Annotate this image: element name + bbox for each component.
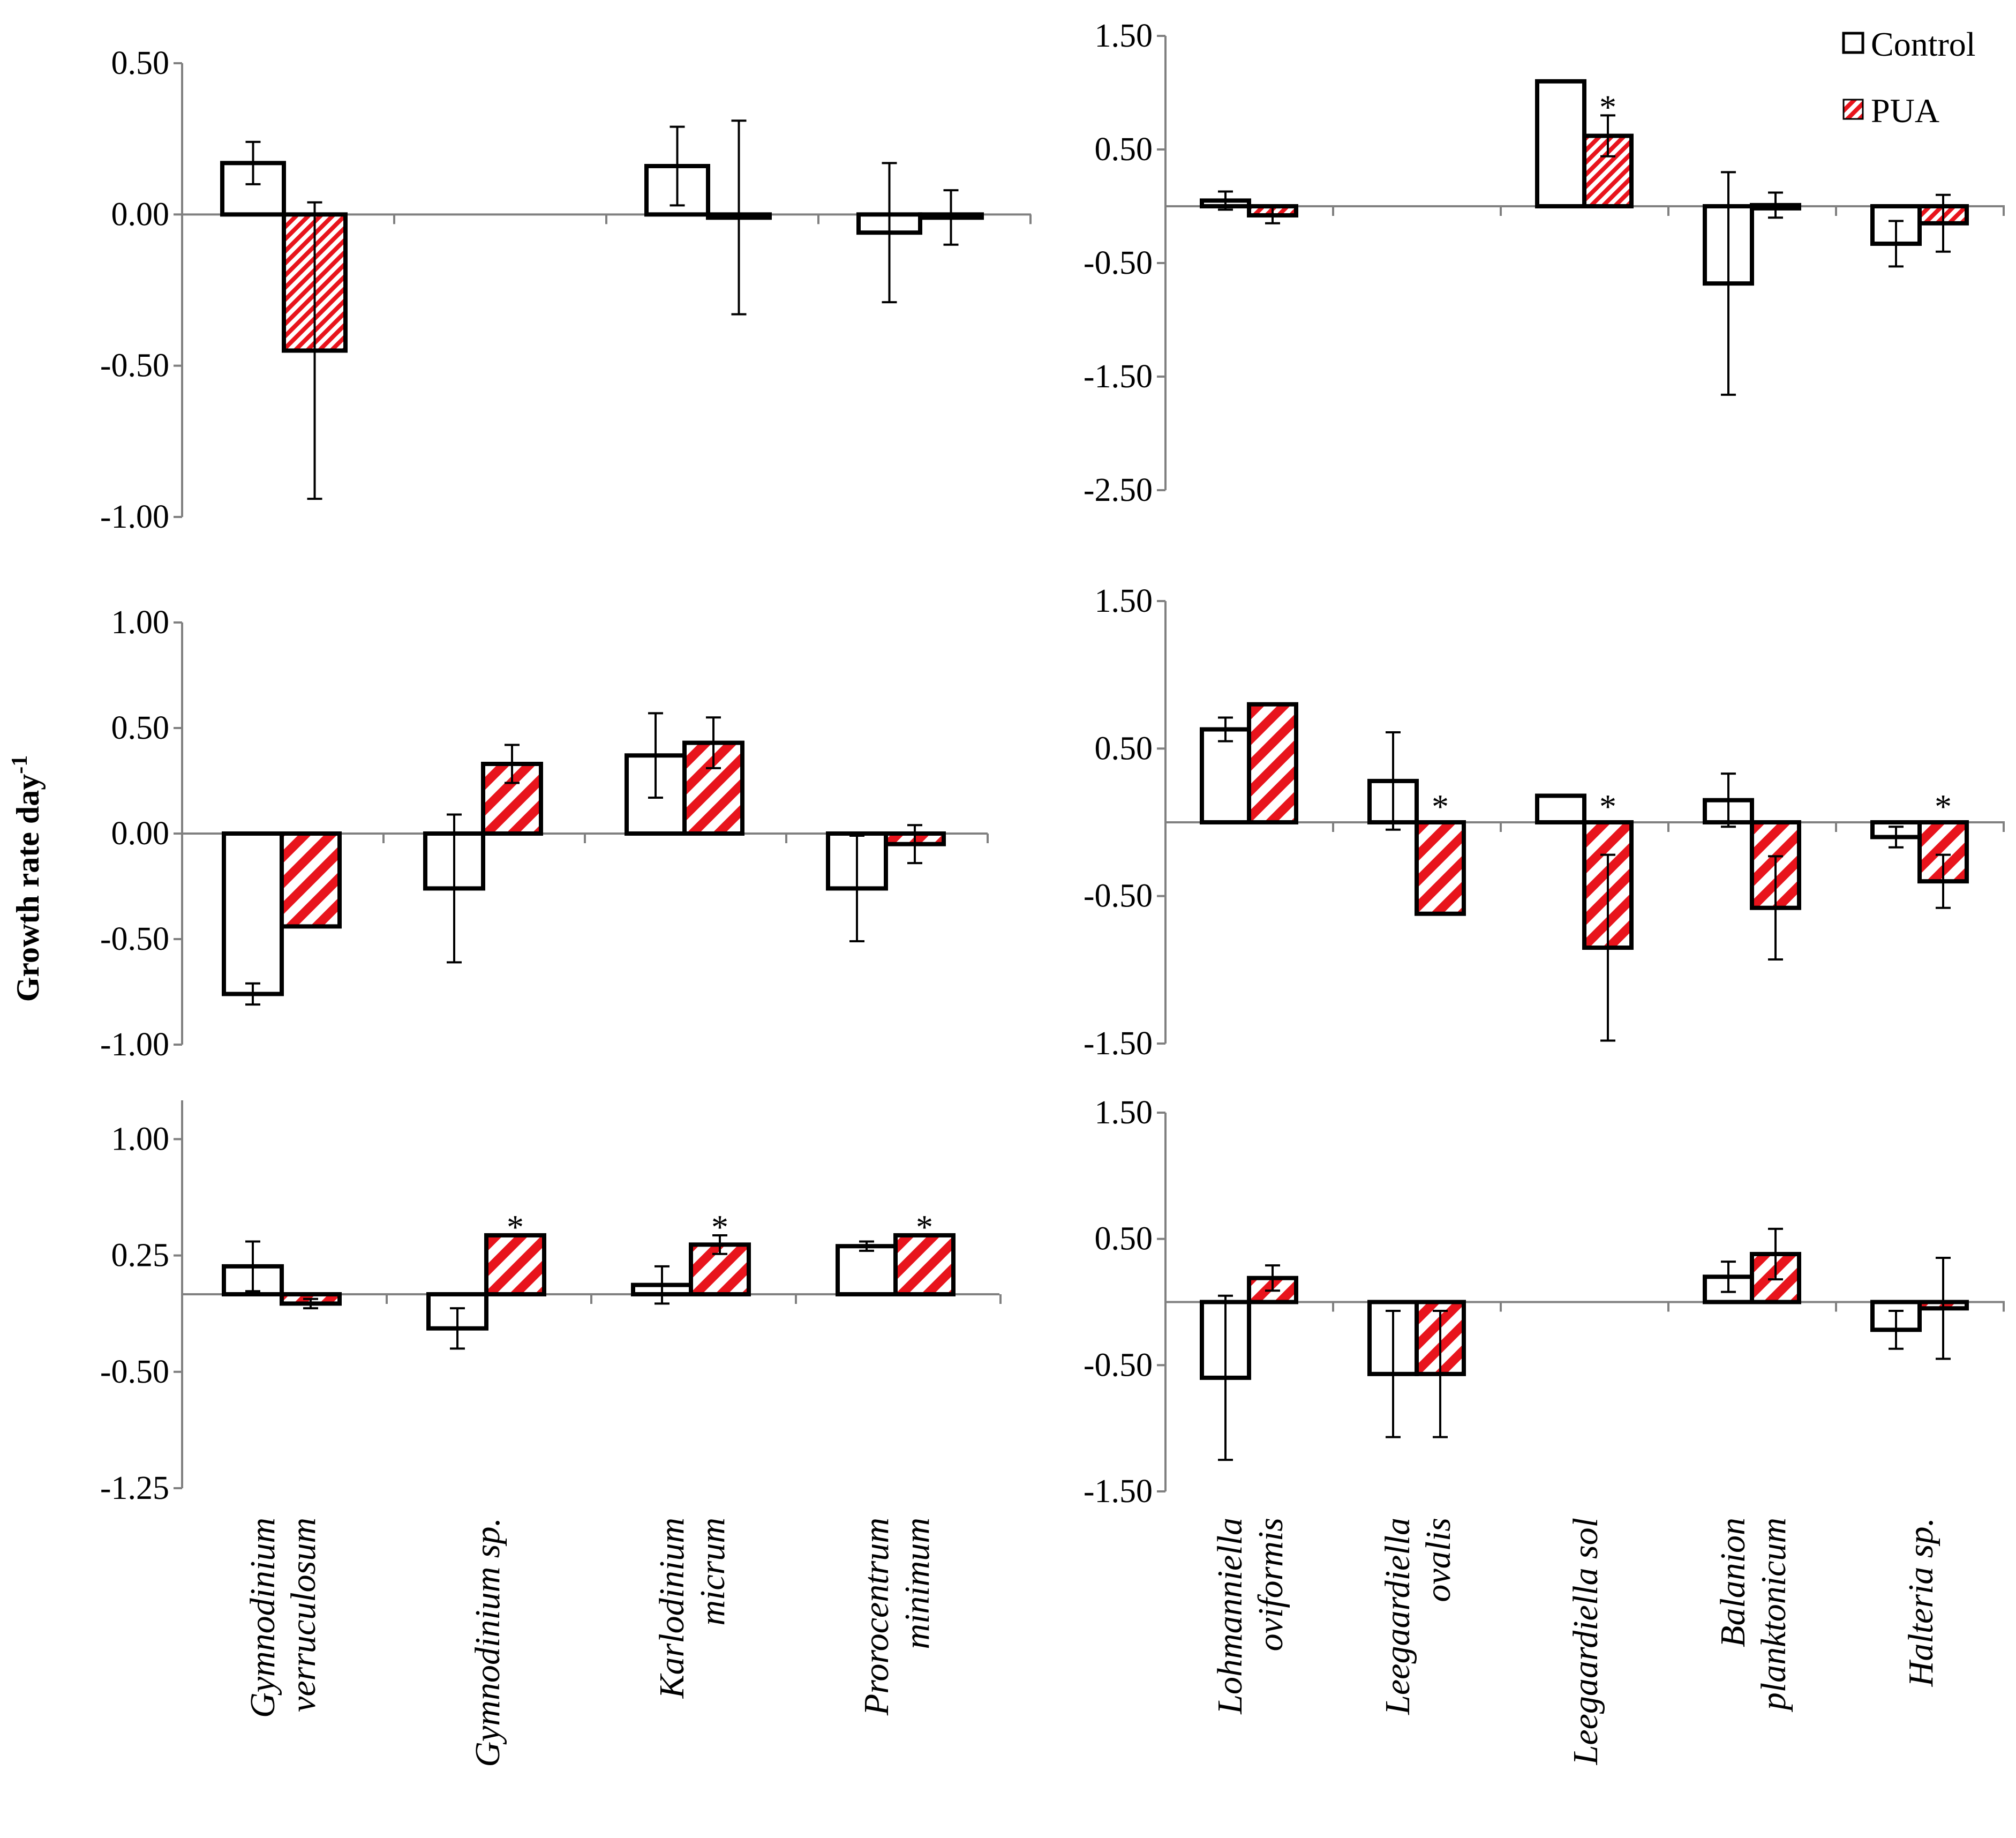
y-tick-label: 0.50	[111, 710, 170, 746]
y-tick-label: -0.50	[100, 1354, 169, 1390]
y-tick-label: -1.00	[100, 1026, 169, 1063]
left-category-label: Prorocentrum minimum	[857, 1518, 937, 1716]
significance-marker: *	[1599, 787, 1616, 826]
significance-marker: *	[1935, 787, 1952, 826]
right-category-label: Balanion planktonicum	[1713, 1518, 1793, 1712]
panel-row3-left: 1.00 0.25 -0.50 -1.25 * * *	[100, 1100, 1002, 1506]
bar-pua-gymnodinium-sp	[484, 1233, 546, 1296]
y-tick-label: -0.50	[100, 921, 169, 957]
y-tick-label: 1.00	[111, 1121, 170, 1157]
right-category-label: Lohmanniella oviformis	[1210, 1518, 1290, 1715]
significance-marker: *	[916, 1208, 933, 1246]
chart-panels: 0.50 0.00 -0.50 -1.00 1.50 0.50 -0.50 -1.50 -2.5…	[100, 18, 2005, 1510]
y-tick-label: -1.50	[1084, 358, 1153, 395]
y-tick-label: -1.50	[1084, 1473, 1153, 1510]
y-tick-label: 0.00	[111, 815, 170, 852]
bar-control-lohmanniella-oviformis	[1200, 727, 1251, 825]
category-label-line: Halteria sp.	[1901, 1518, 1940, 1687]
y-tick-label: 1.00	[111, 604, 170, 641]
y-tick-label: -1.50	[1084, 1025, 1153, 1062]
y-tick-label: 0.25	[111, 1237, 170, 1274]
bar-pua-leegaardiella-ovalis	[1415, 820, 1466, 916]
y-tick-label: 0.50	[1095, 1221, 1153, 1257]
y-axis-title-text: Growth rate day	[10, 774, 46, 1002]
category-label-line: micrum	[693, 1518, 732, 1626]
category-labels: Gymnodinium verruculosum Gymnodinium sp. Ka…	[243, 1518, 1940, 1767]
panel-row3-right: 1.50 0.50 -0.50 -1.50	[1084, 1094, 2005, 1510]
bar-control-leegaardiella-sol	[1535, 793, 1586, 824]
y-tick-label: -0.50	[1084, 245, 1153, 281]
category-label-line: Balanion	[1713, 1518, 1752, 1647]
y-tick-label: 0.00	[111, 196, 170, 232]
right-category-label: Leegaardiella ovalis	[1378, 1518, 1458, 1715]
y-tick-label: 0.50	[1095, 131, 1153, 168]
left-category-label: Gymnodinium sp.	[468, 1518, 507, 1767]
category-label-line: Gymnodinium	[243, 1518, 282, 1718]
category-label-line: Karlodinium	[652, 1518, 691, 1699]
legend-control-swatch	[1842, 32, 1864, 54]
panel-row2-left: 1.00 0.50 0.00 -0.50 -1.00	[100, 604, 989, 1063]
significance-marker: *	[507, 1208, 524, 1246]
legend: Control PUA	[1842, 25, 1976, 130]
category-label-line: oviformis	[1251, 1518, 1290, 1651]
legend-pua-label: PUA	[1871, 92, 1939, 130]
y-tick-label: 1.50	[1095, 18, 1153, 54]
y-tick-label: -0.50	[1084, 1347, 1153, 1383]
y-axis-title: Growth rate day-1	[7, 755, 46, 1002]
bar-control-prorocentrum-minimum	[836, 1244, 898, 1297]
significance-marker: *	[1432, 787, 1449, 826]
bar-pua-gymnodinium-verruculosum	[280, 831, 342, 929]
legend-control-label: Control	[1871, 25, 1976, 63]
category-label-line: ovalis	[1419, 1518, 1458, 1602]
left-category-label: Karlodinium micrum	[652, 1518, 732, 1699]
y-tick-label: 0.50	[1095, 730, 1153, 767]
legend-pua-swatch	[1842, 99, 1864, 120]
panel-row1-right: 1.50 0.50 -0.50 -1.50 -2.50 *	[1084, 18, 2005, 508]
right-category-label: Leegaardiella sol	[1566, 1518, 1605, 1765]
y-tick-label: 0.50	[111, 45, 170, 81]
significance-marker: *	[711, 1208, 728, 1246]
category-label-line: planktonicum	[1754, 1518, 1793, 1712]
y-tick-label: -0.50	[1084, 878, 1153, 914]
y-tick-label: -1.00	[100, 499, 169, 535]
y-tick-label: -1.25	[100, 1470, 169, 1506]
significance-marker: *	[1599, 88, 1616, 126]
left-category-label: Gymnodinium verruculosum	[243, 1518, 323, 1718]
y-tick-label: 1.50	[1095, 583, 1153, 619]
category-label-line: minimum	[898, 1518, 937, 1649]
bar-pua-lohmanniella-oviformis	[1247, 702, 1298, 824]
y-tick-label: 1.50	[1095, 1094, 1153, 1131]
bar-control-leegaardiella-sol	[1535, 79, 1586, 208]
panel-row1-left: 0.50 0.00 -0.50 -1.00	[100, 45, 1032, 535]
category-label-line: Leegaardiella	[1378, 1518, 1417, 1715]
bar-pua-prorocentrum-minimum	[893, 1233, 956, 1296]
y-axis-title-superscript: -1	[7, 755, 32, 774]
panel-row2-right: 1.50 0.50 -0.50 -1.50 * * *	[1084, 583, 2005, 1062]
right-category-label: Halteria sp.	[1901, 1518, 1940, 1687]
category-label-line: Leegaardiella sol	[1566, 1518, 1605, 1765]
bar-control-gymnodinium-verruculosum	[222, 831, 284, 996]
category-label-line: Prorocentrum	[857, 1518, 896, 1716]
category-label-line: Lohmanniella	[1210, 1518, 1250, 1715]
y-tick-label: -2.50	[1084, 472, 1153, 508]
category-label-line: verruculosum	[284, 1518, 323, 1712]
y-tick-label: -0.50	[100, 348, 169, 384]
category-label-line: Gymnodinium sp.	[468, 1518, 507, 1767]
